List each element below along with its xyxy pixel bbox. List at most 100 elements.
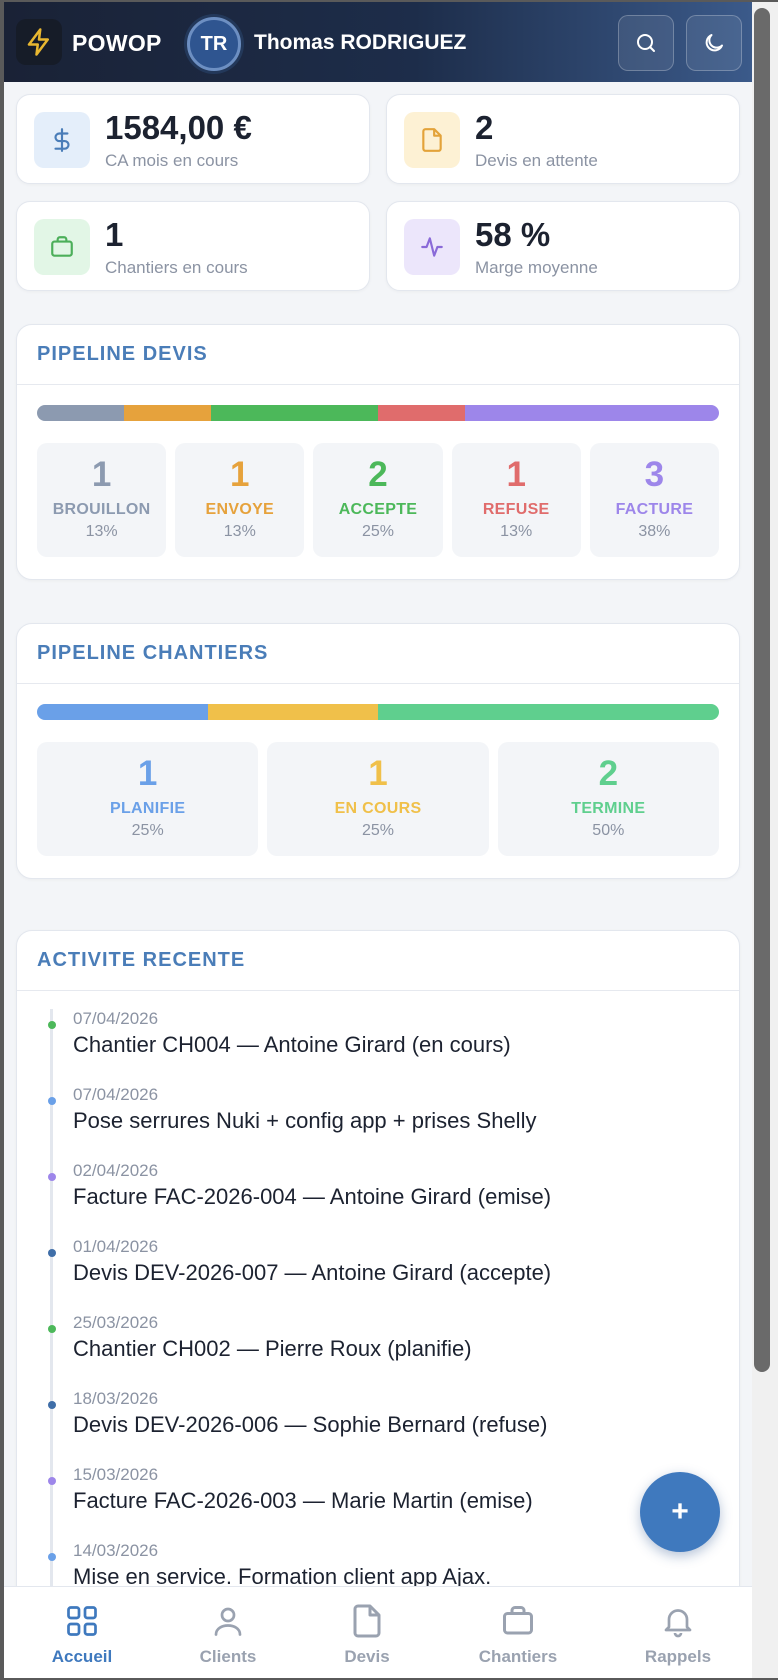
nav-label: Chantiers <box>478 1647 558 1666</box>
nav-item-chantiers[interactable]: Chantiers <box>458 1587 578 1678</box>
stat-label: Devis en attente <box>475 151 598 170</box>
timeline-dot <box>48 1021 56 1029</box>
chantiers-bar-segment <box>37 704 208 720</box>
nav-label: Clients <box>199 1647 257 1666</box>
tile-count: 2 <box>368 455 388 494</box>
stat-label: Marge moyenne <box>475 258 598 277</box>
tile-percent: 50% <box>592 822 625 839</box>
activity-date: 15/03/2026 <box>73 1465 159 1484</box>
briefcase-icon <box>34 219 90 275</box>
document-icon <box>404 112 460 168</box>
stat-value: 1584,00 € <box>105 109 252 146</box>
activity-text: Pose serrures Nuki + config app + prises… <box>73 1108 537 1133</box>
devis-tile-facture[interactable]: 3 FACTURE 38% <box>589 443 719 557</box>
activity-date: 14/03/2026 <box>73 1541 159 1560</box>
activity-text: Facture FAC-2026-003 — Marie Martin (emi… <box>73 1488 533 1513</box>
chantiers-tile-termine[interactable]: 2 TERMINE 50% <box>497 742 719 856</box>
tile-count: 1 <box>137 754 158 793</box>
tile-count: 1 <box>230 455 250 494</box>
chantiers-bar-segment <box>378 704 719 720</box>
stat-label: CA mois en cours <box>105 151 239 170</box>
scrollbar-thumb[interactable] <box>754 8 770 1372</box>
stat-card[interactable]: 1 Chantiers en cours <box>16 201 370 291</box>
chantiers-bar-segment <box>207 704 378 720</box>
add-fab-button[interactable]: + <box>640 1472 720 1552</box>
timeline-dot <box>48 1401 56 1409</box>
document-icon <box>349 1603 385 1639</box>
activity-date: 18/03/2026 <box>73 1389 159 1408</box>
devis-bar-segment <box>37 405 124 421</box>
bell-icon <box>660 1603 696 1639</box>
activity-text: Chantier CH004 — Antoine Girard (en cour… <box>73 1032 511 1057</box>
nav-item-rappels[interactable]: Rappels <box>618 1587 738 1678</box>
avatar-initials: TR <box>200 32 228 55</box>
timeline-dot <box>48 1097 56 1105</box>
tile-percent: 25% <box>131 822 164 839</box>
activity-text: Devis DEV-2026-007 — Antoine Girard (acc… <box>73 1260 552 1285</box>
stat-value: 1 <box>105 216 124 253</box>
tile-percent: 25% <box>361 822 394 839</box>
tile-label: PLANIFIE <box>110 800 186 817</box>
activity-date: 01/04/2026 <box>73 1237 159 1256</box>
moon-icon <box>705 34 723 52</box>
nav-item-devis[interactable]: Devis <box>307 1587 427 1678</box>
tile-count: 1 <box>506 455 526 494</box>
grid-icon <box>64 1603 100 1639</box>
app-frame: POWOP TR Thomas RODRIGUEZ 1584,00 € CA m… <box>4 2 752 1678</box>
activity-icon <box>404 219 460 275</box>
pipeline-devis-title: PIPELINE DEVIS <box>17 325 739 385</box>
tile-label: ENVOYE <box>205 501 275 518</box>
theme-toggle-button[interactable] <box>686 15 742 71</box>
stat-card[interactable]: 2 Devis en attente <box>386 94 740 184</box>
pipeline-chantiers-bar <box>37 704 719 720</box>
activity-date: 25/03/2026 <box>73 1313 159 1332</box>
timeline-dot <box>48 1325 56 1333</box>
tile-label: FACTURE <box>615 501 694 518</box>
tile-percent: 38% <box>638 523 671 540</box>
tile-percent: 13% <box>85 523 118 540</box>
search-button[interactable] <box>618 15 674 71</box>
timeline-dot <box>48 1173 56 1181</box>
devis-bar-segment <box>377 405 465 421</box>
activity-date: 07/04/2026 <box>73 1009 159 1028</box>
devis-bar-segment <box>123 405 211 421</box>
tile-label: TERMINE <box>571 800 646 817</box>
nav-label: Accueil <box>51 1647 113 1666</box>
activity-text: Devis DEV-2026-006 — Sophie Bernard (ref… <box>73 1412 548 1437</box>
pipeline-chantiers-panel: PIPELINE CHANTIERS 1 PLANIFIE 25% 1 EN CO… <box>16 623 740 879</box>
devis-tile-refuse[interactable]: 1 REFUSE 13% <box>451 443 581 557</box>
briefcase-icon <box>500 1603 536 1639</box>
stat-value: 2 <box>475 109 494 146</box>
tile-label: REFUSE <box>482 501 550 518</box>
user-name: Thomas RODRIGUEZ <box>254 31 467 54</box>
tile-count: 2 <box>598 754 619 793</box>
nav-label: Rappels <box>644 1647 712 1666</box>
activity-date: 02/04/2026 <box>73 1161 159 1180</box>
logo[interactable] <box>16 19 62 65</box>
tile-percent: 25% <box>361 523 394 540</box>
avatar[interactable]: TR <box>187 17 241 71</box>
timeline-dot <box>48 1249 56 1257</box>
recent-activity-title: ACTIVITE RECENTE <box>17 931 739 991</box>
user-icon <box>210 1603 246 1639</box>
nav-item-clients[interactable]: Clients <box>168 1587 288 1678</box>
pipeline-devis-panel: PIPELINE DEVIS 1 BROUILLON 13% 1 ENVOYE 1… <box>16 324 740 580</box>
pipeline-chantiers-title: PIPELINE CHANTIERS <box>17 624 739 684</box>
devis-tile-brouillon[interactable]: 1 BROUILLON 13% <box>37 443 167 557</box>
chantiers-tile-planifie[interactable]: 1 PLANIFIE 25% <box>37 742 259 856</box>
stat-card[interactable]: 58 % Marge moyenne <box>386 201 740 291</box>
devis-tile-envoye[interactable]: 1 ENVOYE 13% <box>175 443 305 557</box>
tile-percent: 13% <box>500 523 533 540</box>
nav-item-accueil[interactable]: Accueil <box>22 1587 142 1678</box>
nav-label: Devis <box>344 1647 390 1666</box>
activity-text: Facture FAC-2026-004 — Antoine Girard (e… <box>73 1184 552 1209</box>
tile-count: 1 <box>368 754 388 793</box>
devis-tile-accepte[interactable]: 2 ACCEPTE 25% <box>313 443 443 557</box>
timeline-line <box>50 1009 53 1609</box>
stat-card[interactable]: 1584,00 € CA mois en cours <box>16 94 370 184</box>
chantiers-tile-en-cours[interactable]: 1 EN COURS 25% <box>267 742 489 856</box>
stat-value: 58 % <box>475 216 551 253</box>
lightning-icon <box>27 28 49 56</box>
activity-date: 07/04/2026 <box>73 1085 159 1104</box>
activity-text: Chantier CH002 — Pierre Roux (planifie) <box>73 1336 472 1361</box>
